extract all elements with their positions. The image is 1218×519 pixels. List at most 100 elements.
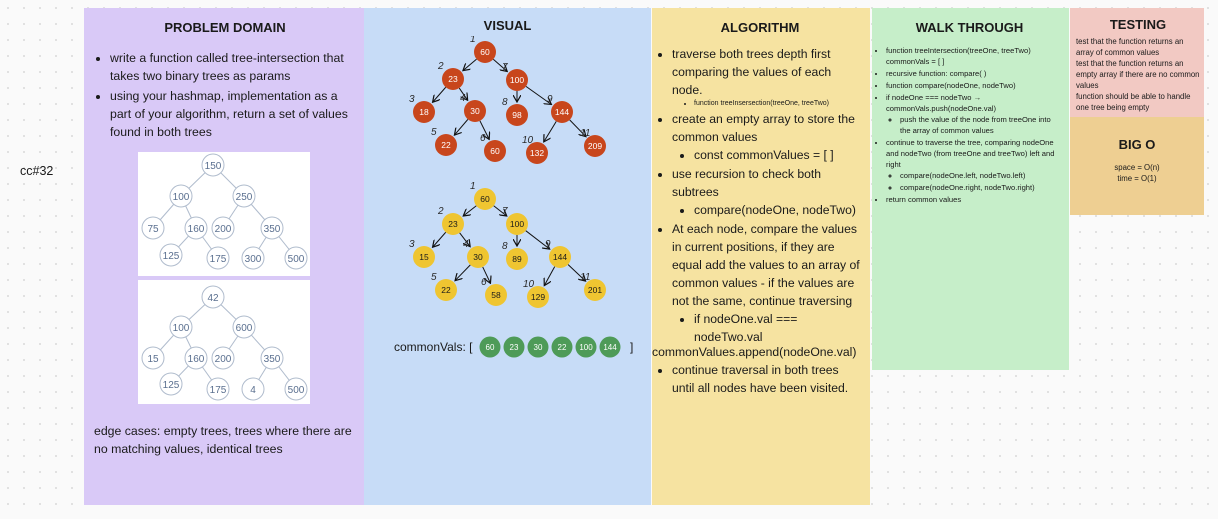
tree-a-node: [201, 153, 225, 177]
tree-two-node: [413, 246, 435, 268]
tree-a-node-value: 175: [210, 254, 227, 265]
tree-b-node: [206, 377, 230, 401]
algorithm-step-4-sub: if nodeOne.val === nodeTwo.val: [694, 310, 862, 346]
big-o-time: time = O(1): [1117, 174, 1157, 183]
visual-panel: VISUAL 60 1 23 2 100 7 18 3 30 4 98 8 144 9 22 5 60 6 132 1…: [364, 8, 651, 505]
tree-one-node: [551, 101, 573, 123]
tree-two-node: [485, 284, 507, 306]
tree-two-edge: [433, 231, 447, 246]
common-value-text: 22: [558, 343, 567, 352]
tree-b-node: [232, 315, 256, 339]
walk-through-list: function treeIntersection(treeOne, treeT…: [876, 45, 1063, 205]
tree-a-node: [169, 184, 193, 208]
tree-a-node: [260, 216, 284, 240]
tree-b-node: [184, 346, 208, 370]
tree-two-node: [435, 279, 457, 301]
algorithm-step-2: create an empty array to store the commo…: [672, 110, 862, 164]
tree-b-node: [159, 372, 183, 396]
problem-bullet-2: using your hashmap, implementation as a …: [110, 87, 354, 141]
testing-title: TESTING: [1109, 17, 1167, 32]
tree-one-step-number: 8: [502, 97, 508, 108]
tree-two-step-number: 6: [481, 277, 487, 288]
tree-two-node-value: 58: [491, 290, 501, 300]
problem-domain-title: PROBLEM DOMAIN: [164, 20, 286, 35]
tree-two-node: [442, 213, 464, 235]
tree-a-node-value: 500: [288, 254, 305, 265]
walk-line-2: recursive function: compare( ): [886, 68, 1063, 79]
tree-two-edge: [545, 266, 556, 285]
common-vals-label: commonVals: [: [394, 340, 473, 354]
tree-b-node: [201, 285, 225, 309]
common-value-text: 30: [534, 343, 543, 352]
algorithm-step-4: At each node, compare the values in curr…: [672, 220, 862, 346]
tree-a-node-value: 125: [163, 251, 180, 262]
tree-a-node-value: 75: [147, 224, 159, 235]
tree-two-node: [506, 248, 528, 270]
tree-one-step-number: 1: [470, 36, 476, 45]
testing-panel: TESTING test that the function returns a…: [1070, 8, 1204, 117]
tree-two-edge: [482, 266, 490, 282]
testing-line-1: test that the function returns an array …: [1076, 37, 1184, 57]
tree-one-step-number: 3: [409, 94, 415, 105]
tree-one-step-number: 4: [460, 93, 466, 104]
tree-b-node: [241, 377, 265, 401]
tree-one-node-value: 209: [588, 141, 602, 151]
tree-one-node-value: 60: [490, 146, 500, 156]
common-value-text: 144: [603, 343, 617, 352]
tree-two-node-value: 15: [419, 252, 429, 262]
tree-b-node-value: 100: [173, 323, 190, 334]
tree-two-node-value: 23: [448, 219, 458, 229]
tree-two-step-number: 11: [580, 272, 590, 283]
tree-one-edge: [458, 87, 467, 99]
tree-two-step-number: 10: [523, 279, 535, 290]
tree-two-node-value: 22: [441, 285, 451, 295]
tree-two-node-value: 100: [510, 219, 524, 229]
tree-b-node-value: 4: [250, 385, 256, 396]
tree-one-step-number: 9: [547, 94, 553, 105]
tree-one-edge: [492, 58, 506, 71]
algorithm-step-3-sub: compare(nodeOne, nodeTwo): [694, 201, 862, 219]
big-o-panel: BIG O space = O(n) time = O(1): [1070, 117, 1204, 215]
tree-one-step-number: 7: [502, 62, 508, 73]
tree-one-node: [506, 104, 528, 126]
tree-b-node-value: 15: [147, 354, 159, 365]
tree-one-edge: [455, 119, 469, 134]
tree-a-node: [284, 246, 308, 270]
tree-two-node-value: 30: [473, 252, 483, 262]
algorithm-list: traverse both trees depth first comparin…: [658, 45, 862, 346]
tree-a-node-value: 200: [215, 224, 232, 235]
tree-a-node-value: 300: [245, 254, 262, 265]
tree-one-edge: [544, 121, 557, 141]
algorithm-list-cont: continue traversal in both trees until a…: [658, 361, 862, 398]
tree-two-node-value: 129: [531, 292, 545, 302]
example-tree-b: 42 100 600 15 160 200 350 125 175 4 500: [138, 280, 310, 404]
tree-two-node: [467, 246, 489, 268]
tree-two-step-number: 4: [463, 239, 469, 250]
common-value-node: [575, 336, 597, 358]
tree-a-node-value: 250: [236, 192, 253, 203]
tree-two-edge: [567, 264, 585, 281]
tree-a-node-value: 100: [173, 192, 190, 203]
walk-through-panel: WALK THROUGH function treeIntersection(t…: [872, 8, 1069, 370]
tree-a-node: [206, 246, 230, 270]
algorithm-step-4-text: At each node, compare the values in curr…: [672, 222, 860, 308]
tree-one-node: [474, 41, 496, 63]
walk-line-4-text: if nodeOne === nodeTwo → commonVals.push…: [886, 93, 997, 113]
tree-one-node-value: 132: [530, 148, 544, 158]
tree-two-edge: [456, 264, 471, 280]
example-tree-a: 150 100 250 75 160 200 350 125 175 300 500: [138, 152, 310, 276]
common-value-node: [527, 336, 549, 358]
walk-line-4: if nodeOne === nodeTwo → commonVals.push…: [886, 92, 1063, 136]
tree-a-node: [159, 243, 183, 267]
tree-two-edge: [459, 232, 470, 246]
tree-a-node: [141, 216, 165, 240]
algorithm-step-5: continue traversal in both trees until a…: [672, 361, 862, 397]
tree-two-edge: [464, 205, 477, 216]
tree-one-step-number: 11: [580, 128, 590, 139]
edge-cases: edge cases: empty trees, trees where the…: [94, 424, 352, 456]
tree-one-edge: [464, 58, 477, 70]
tree-b-node: [141, 346, 165, 370]
tree-one-node-value: 18: [419, 107, 429, 117]
side-label: cc#32: [20, 164, 54, 178]
tree-two-node-value: 89: [512, 254, 522, 264]
